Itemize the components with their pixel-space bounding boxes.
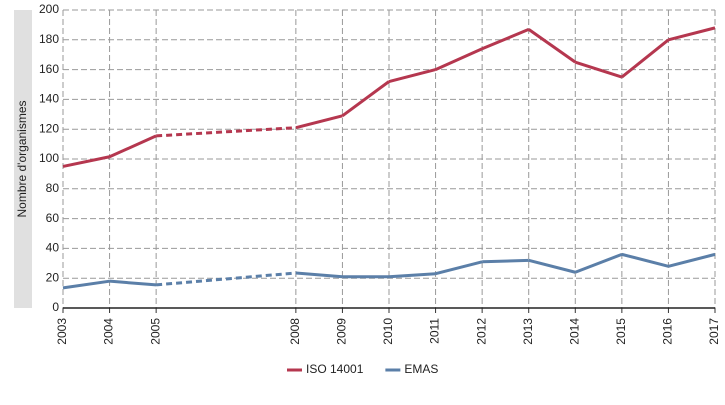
y-tick-label: 180 <box>39 32 59 46</box>
x-tick-label: 2014 <box>567 318 581 345</box>
x-tick-label: 2010 <box>381 318 395 345</box>
x-tick-label: 2012 <box>474 318 488 345</box>
x-tick-label: 2017 <box>707 318 721 345</box>
y-tick-label: 140 <box>39 92 59 106</box>
line-segment <box>62 279 110 290</box>
x-tick-label: 2015 <box>614 318 628 345</box>
y-tick-label: 20 <box>46 270 60 284</box>
y-tick-label: 160 <box>39 62 59 76</box>
legend-label: EMAS <box>404 362 438 376</box>
y-tick-label: 40 <box>46 241 60 255</box>
y-tick-label: 60 <box>46 211 60 225</box>
line-segment <box>388 272 436 279</box>
line-segment <box>528 258 576 274</box>
line-segment <box>621 252 669 268</box>
y-tick-label: 80 <box>46 181 60 195</box>
line-segment <box>481 27 530 51</box>
line-segment <box>156 126 296 138</box>
y-tick-label: 120 <box>39 121 59 135</box>
line-segment <box>156 271 296 287</box>
legend-label: ISO 14001 <box>306 362 364 376</box>
x-tick-label: 2005 <box>148 318 162 345</box>
line-segment <box>574 60 623 79</box>
line-segment <box>295 114 343 130</box>
y-label-band <box>14 10 32 308</box>
line-segment <box>434 47 483 71</box>
line-segment <box>62 155 110 168</box>
line-segment <box>109 279 157 287</box>
line-segment <box>527 28 577 64</box>
line-segment <box>620 38 670 79</box>
line-segment <box>108 134 157 159</box>
x-tick-label: 2003 <box>55 318 69 345</box>
line-segment <box>341 80 390 117</box>
x-tick-label: 2009 <box>335 318 349 345</box>
line-segment <box>668 252 716 268</box>
x-tick-label: 2008 <box>288 318 302 345</box>
line-segment <box>435 260 483 276</box>
line-segment <box>668 26 716 42</box>
y-tick-label: 0 <box>52 300 59 314</box>
line-segment <box>574 252 623 274</box>
line-segment <box>482 258 529 264</box>
x-tick-label: 2013 <box>521 318 535 345</box>
y-tick-label: 200 <box>39 2 59 16</box>
y-axis-label: Nombre d'organismes <box>15 100 29 217</box>
line-segment <box>388 68 436 83</box>
x-tick-label: 2004 <box>102 318 116 345</box>
x-tick-label: 2016 <box>661 318 675 345</box>
y-tick-label: 100 <box>39 151 59 165</box>
line-segment <box>295 271 343 279</box>
x-tick-label: 2011 <box>428 318 442 344</box>
